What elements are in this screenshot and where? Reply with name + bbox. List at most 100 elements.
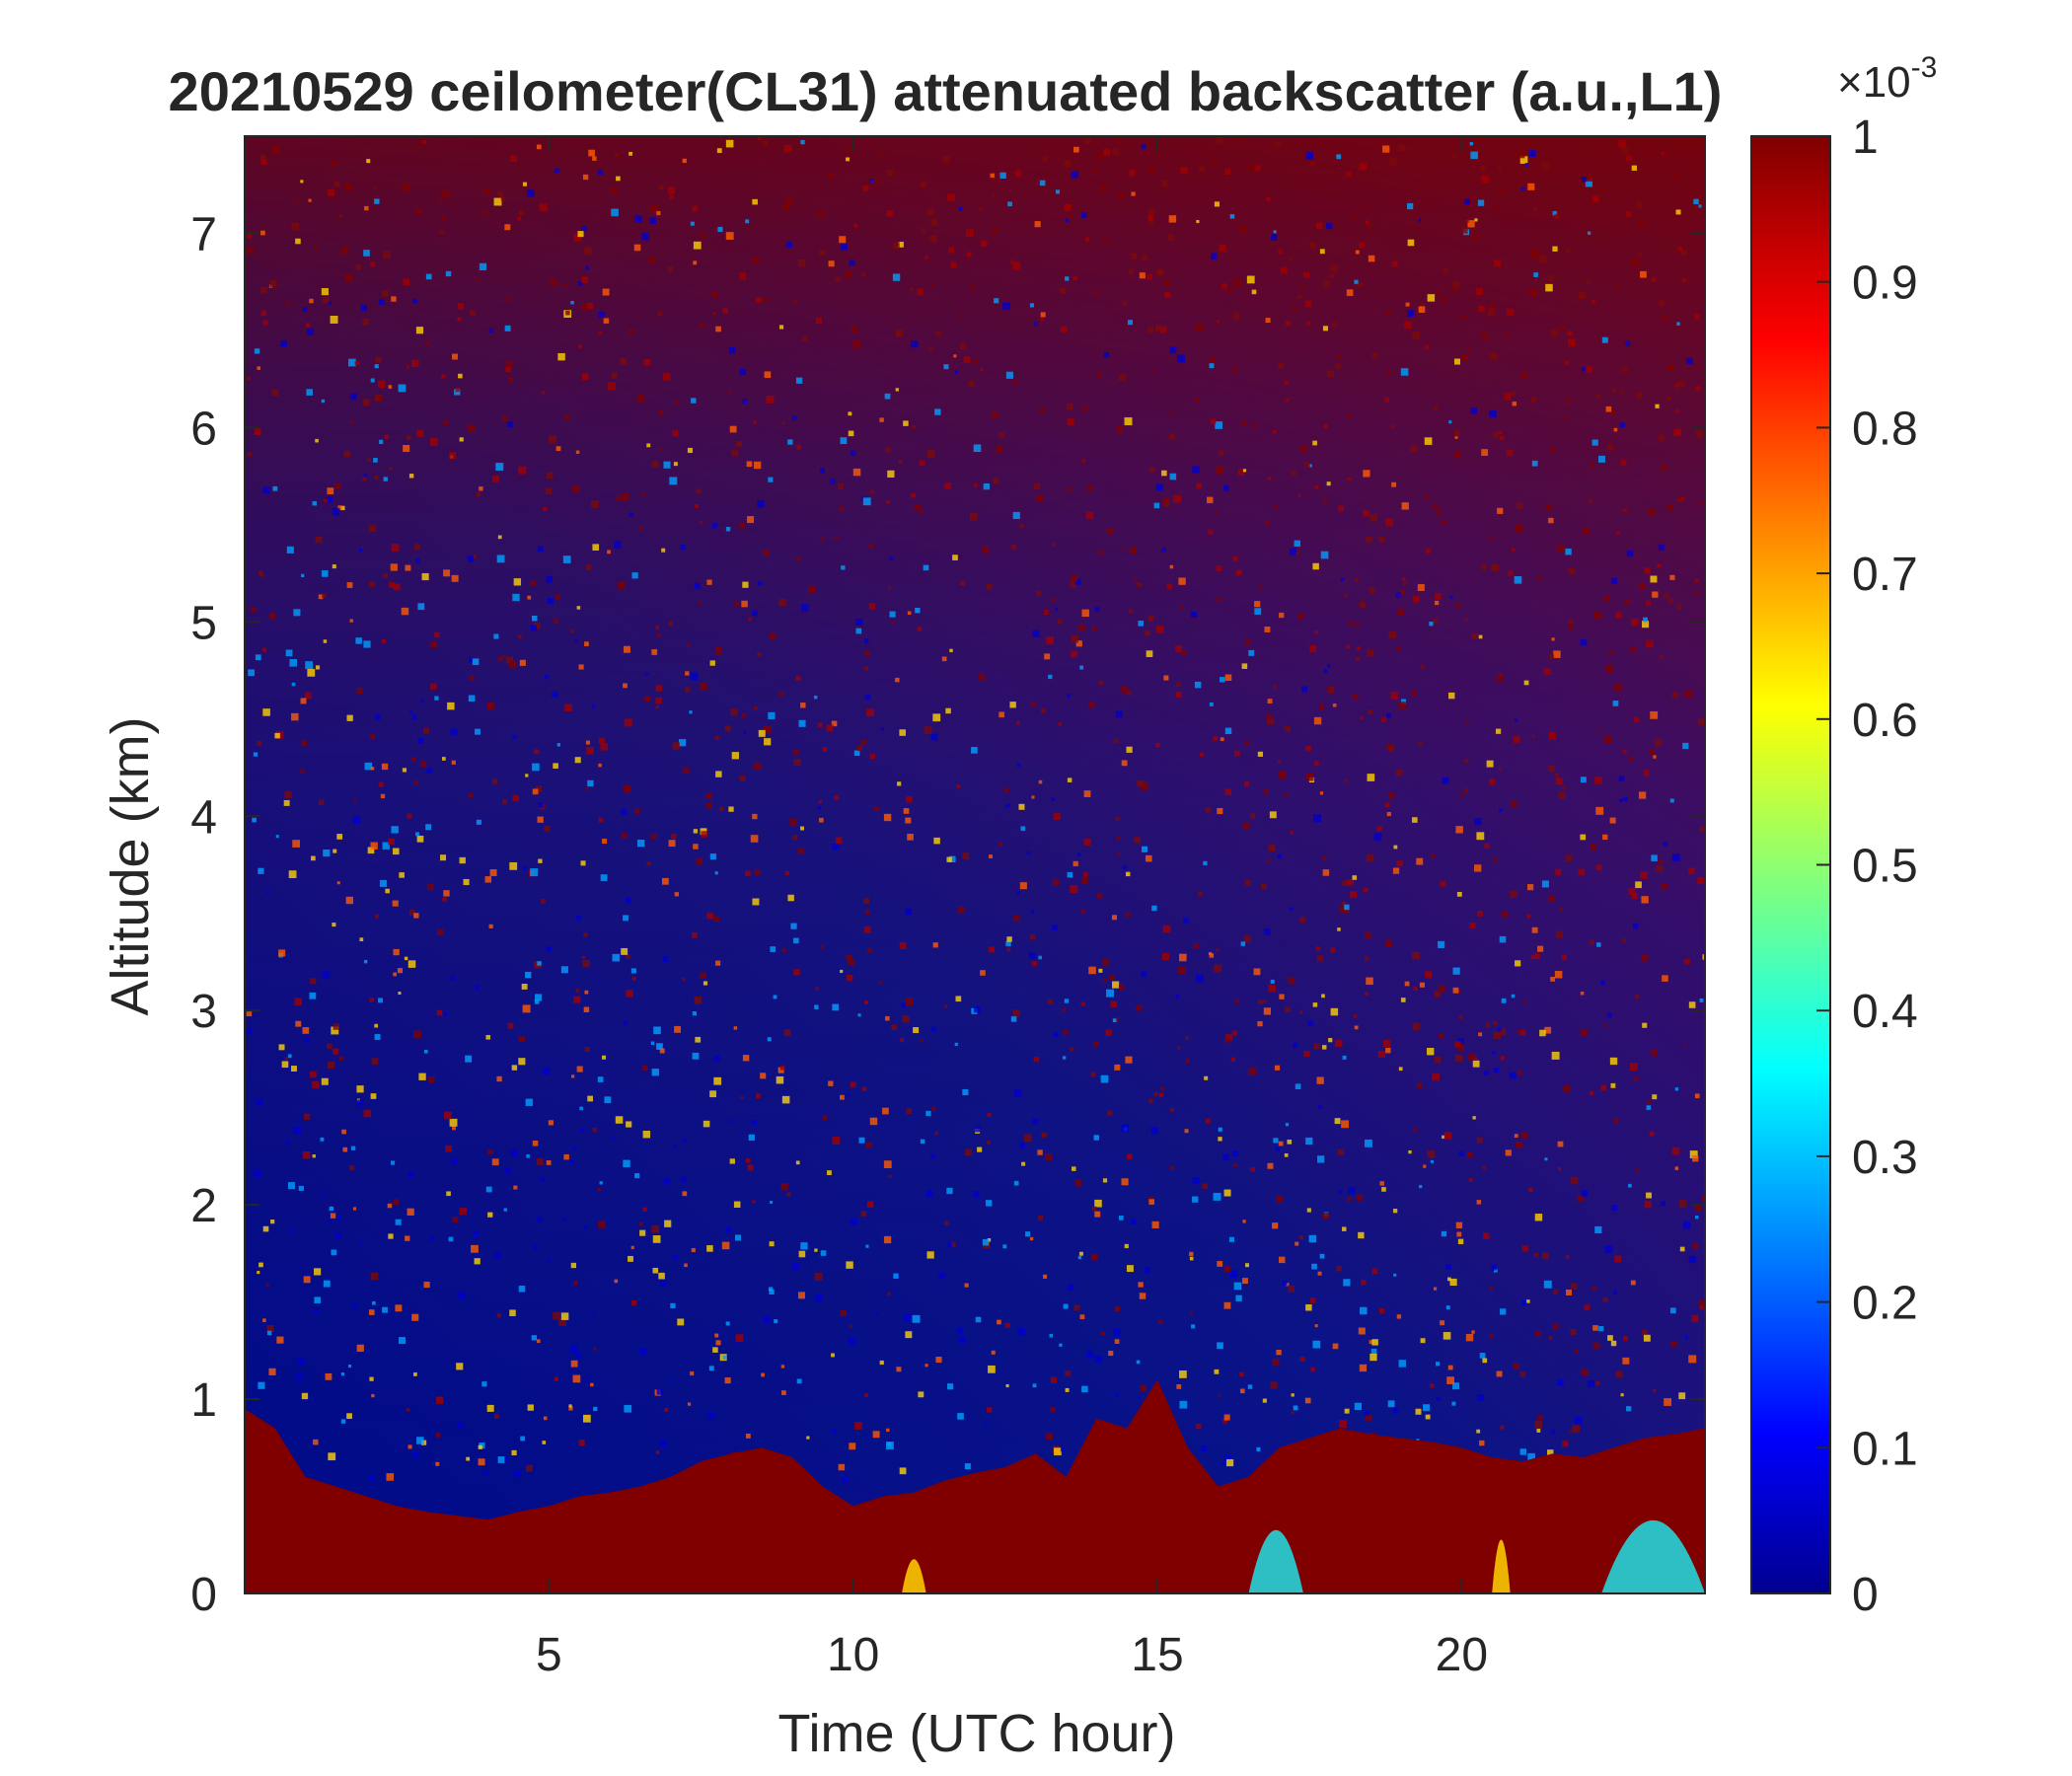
speckle-point <box>1520 1299 1527 1306</box>
speckle-point <box>1216 947 1220 952</box>
speckle-point <box>631 572 638 579</box>
speckle-point <box>721 1241 730 1250</box>
speckle-point <box>1418 741 1423 746</box>
speckle-point <box>888 556 893 561</box>
speckle-point <box>1364 956 1369 961</box>
speckle-point <box>960 314 964 318</box>
speckle-point <box>383 251 392 259</box>
speckle-point <box>1548 1336 1553 1340</box>
speckle-point <box>372 1300 376 1305</box>
speckle-point <box>906 795 913 803</box>
speckle-point <box>1667 598 1674 604</box>
speckle-point <box>1646 1100 1651 1105</box>
speckle-point <box>1626 154 1633 161</box>
speckle-point <box>1613 197 1617 202</box>
speckle-point <box>534 749 540 755</box>
speckle-point <box>408 474 414 479</box>
speckle-point <box>1434 1056 1442 1064</box>
speckle-point <box>712 1347 718 1353</box>
speckle-point <box>1366 977 1373 986</box>
speckle-point <box>489 869 497 876</box>
speckle-point <box>801 604 809 612</box>
speckle-point <box>1464 198 1471 205</box>
speckle-point <box>1672 173 1677 179</box>
x-tick-label: 20 <box>1436 1629 1488 1681</box>
speckle-point <box>1315 946 1321 951</box>
speckle-point <box>425 273 432 280</box>
speckle-point <box>1126 1153 1133 1160</box>
speckle-point <box>413 1030 422 1039</box>
speckle-point <box>295 1020 302 1027</box>
speckle-point <box>1467 1151 1473 1158</box>
speckle-point <box>1557 1141 1564 1147</box>
speckle-point <box>402 768 407 773</box>
speckle-point <box>853 750 860 757</box>
speckle-point <box>1367 649 1374 657</box>
speckle-point <box>407 813 412 819</box>
speckle-point <box>1154 325 1162 332</box>
speckle-point <box>1568 338 1576 347</box>
speckle-point <box>1278 771 1286 779</box>
speckle-point <box>1214 1369 1220 1374</box>
speckle-point <box>740 1096 744 1100</box>
speckle-point <box>1533 1252 1538 1258</box>
speckle-point <box>1406 202 1414 210</box>
speckle-point <box>1285 1006 1291 1012</box>
speckle-point <box>781 1390 786 1395</box>
speckle-point <box>1010 544 1017 551</box>
speckle-point <box>1510 391 1516 397</box>
colorbar-ticks: 00.10.20.30.40.50.60.70.80.91 <box>1816 111 1918 1621</box>
speckle-point <box>928 347 933 351</box>
x-tick-label: 10 <box>827 1629 879 1681</box>
speckle-point <box>1699 826 1705 832</box>
speckle-point <box>434 696 439 701</box>
speckle-point <box>1062 1056 1067 1060</box>
speckle-point <box>1200 1444 1208 1452</box>
speckle-point <box>1163 675 1169 681</box>
speckle-point <box>307 328 315 335</box>
speckle-point <box>1079 1314 1085 1320</box>
speckle-point <box>725 139 734 148</box>
speckle-point <box>796 444 801 450</box>
speckle-point <box>1190 1311 1194 1315</box>
speckle-point <box>1478 1032 1483 1037</box>
speckle-point <box>1052 878 1060 886</box>
speckle-point <box>1430 1159 1434 1163</box>
speckle-point <box>703 1120 710 1128</box>
speckle-point <box>642 1130 651 1139</box>
speckle-point <box>1040 312 1046 318</box>
speckle-point <box>1101 237 1106 242</box>
speckle-point <box>1482 1232 1490 1240</box>
speckle-point <box>346 1413 352 1420</box>
speckle-point <box>436 1009 443 1016</box>
speckle-point <box>956 784 960 788</box>
speckle-point <box>410 757 416 762</box>
speckle-point <box>583 1006 590 1012</box>
speckle-point <box>475 728 481 735</box>
speckle-point <box>1499 808 1503 813</box>
speckle-point <box>869 753 875 760</box>
speckle-point <box>584 1046 590 1053</box>
speckle-point <box>855 628 862 634</box>
speckle-point <box>1646 1192 1652 1199</box>
speckle-point <box>1131 191 1136 196</box>
speckle-point <box>1238 137 1244 143</box>
speckle-point <box>602 288 610 296</box>
speckle-point <box>570 1262 577 1269</box>
speckle-point <box>591 1312 595 1316</box>
speckle-point <box>581 303 589 311</box>
speckle-point <box>508 1068 513 1073</box>
speckle-point <box>1424 437 1433 445</box>
speckle-point <box>1661 464 1667 471</box>
speckle-point <box>1239 225 1248 234</box>
speckle-point <box>860 1211 867 1217</box>
speckle-point <box>503 1208 507 1212</box>
speckle-point <box>663 461 671 469</box>
speckle-point <box>1016 763 1021 768</box>
speckle-point <box>1168 215 1177 223</box>
speckle-point <box>752 898 760 906</box>
speckle-point <box>259 1262 263 1268</box>
speckle-point <box>1216 137 1223 145</box>
speckle-point <box>1431 853 1436 858</box>
speckle-point <box>709 1090 716 1098</box>
